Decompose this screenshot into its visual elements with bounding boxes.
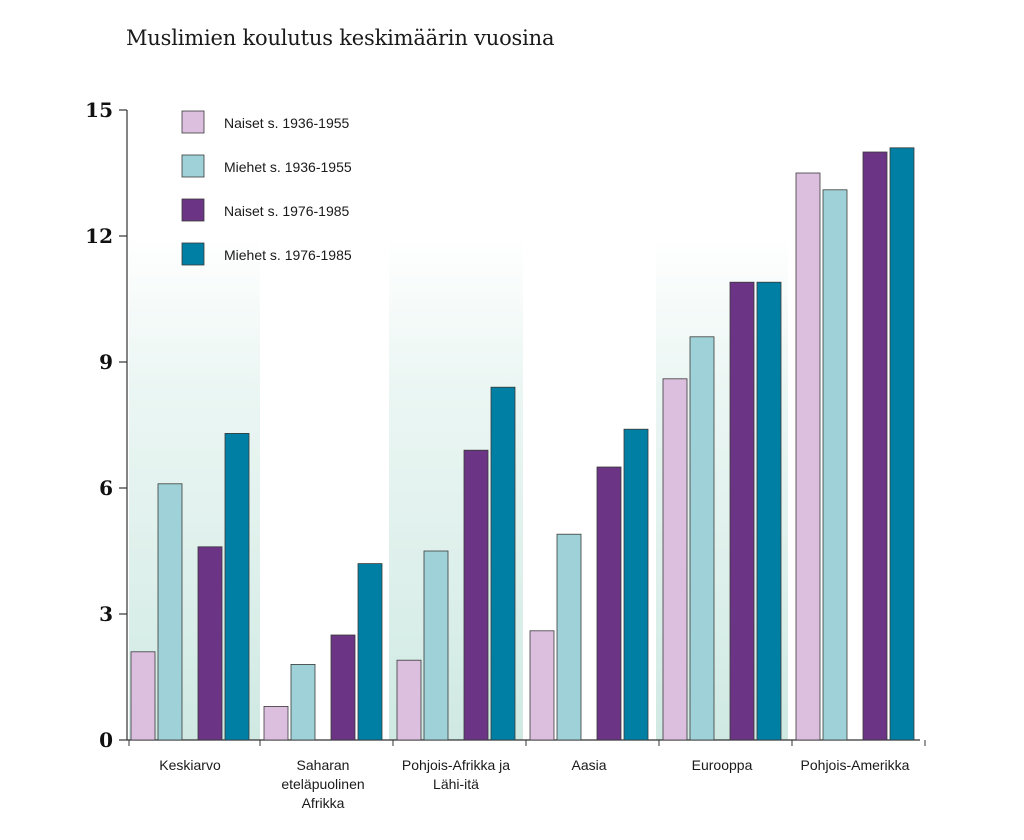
bar [729,281,755,741]
bar [623,428,649,741]
x-category-label: Keskiarvo [159,757,221,773]
bar [490,386,516,741]
legend-swatch [181,110,205,134]
bar [396,659,422,741]
bar [357,563,383,741]
bar [463,449,489,741]
x-category-label: Pohjois-Amerikka [801,757,910,773]
bar [822,189,848,741]
y-tick-label: 0 [99,728,113,752]
x-category-label: Eurooppa [692,757,753,773]
bar [529,630,555,741]
y-tick-label: 6 [99,476,113,500]
legend-label: Miehet s. 1936-1955 [224,159,352,175]
x-category-label: Pohjois-Afrikka ja [402,757,510,773]
y-tick-label: 15 [85,98,113,122]
bar [795,172,821,741]
x-category-label: Saharan [297,757,350,773]
y-tick-label: 3 [99,602,113,626]
bar [889,147,915,741]
x-category-label: Aasia [571,757,606,773]
bar [197,546,223,741]
legend-swatch [181,242,205,266]
x-category-label: eteläpuolinen [281,776,364,792]
bar [689,336,715,741]
x-category-label: Afrikka [302,795,345,811]
y-tick-label: 12 [85,224,113,248]
bar [224,432,250,741]
bar [157,483,183,741]
legend-label: Naiset s. 1936-1955 [224,115,350,131]
bar [290,664,316,741]
bar [263,706,289,741]
bar [556,533,582,741]
legend-swatch [181,198,205,222]
bar [423,550,449,741]
bar [596,466,622,741]
bar [130,651,156,741]
bar [756,281,782,741]
y-tick-label: 9 [99,350,113,374]
bar [662,378,688,741]
x-category-label: Lähi-itä [433,776,479,792]
bar [330,634,356,741]
bar [862,151,888,741]
legend-label: Miehet s. 1976-1985 [224,247,352,263]
chart-title: Muslimien koulutus keskimäärin vuosina [126,26,555,50]
legend-label: Naiset s. 1976-1985 [224,203,350,219]
legend-swatch [181,154,205,178]
